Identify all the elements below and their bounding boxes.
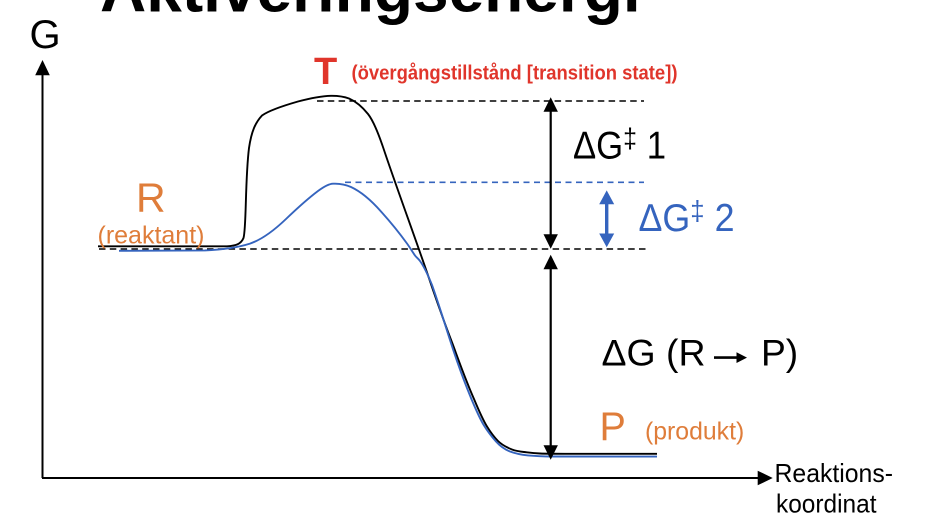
- svg-text:ΔG‡ 1: ΔG‡ 1: [573, 123, 666, 168]
- svg-text:(produkt): (produkt): [645, 419, 744, 446]
- svg-text:Reaktions-: Reaktions-: [775, 458, 894, 488]
- svg-text:ΔG‡ 2: ΔG‡ 2: [639, 195, 735, 240]
- svg-text:koordinat: koordinat: [776, 489, 877, 519]
- svg-text:P): P): [761, 332, 798, 374]
- svg-text:P: P: [600, 405, 626, 449]
- svg-text:(reaktant): (reaktant): [98, 222, 205, 250]
- svg-text:T: T: [314, 51, 337, 93]
- svg-text:ΔG (R: ΔG (R: [602, 332, 706, 374]
- svg-text:(övergångstillstånd [transitio: (övergångstillstånd [transition state]): [352, 62, 678, 85]
- svg-text:R: R: [136, 175, 166, 221]
- svg-text:G: G: [30, 13, 61, 57]
- svg-text:Aktiveringsenergi: Aktiveringsenergi: [100, 0, 641, 26]
